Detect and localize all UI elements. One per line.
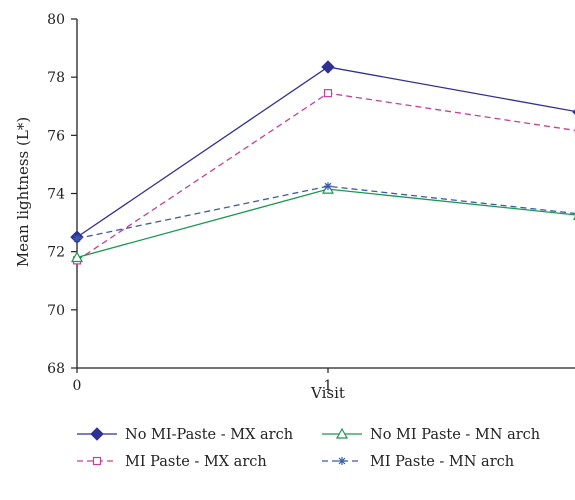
- legend-item: MI Paste - MX arch: [77, 454, 267, 470]
- legend-label: MI Paste - MN arch: [370, 454, 514, 470]
- legend-marker: [90, 427, 104, 441]
- y-tick-label: 76: [47, 128, 65, 144]
- legend-label: No MI Paste - MN arch: [370, 427, 540, 443]
- data-point: [321, 60, 335, 74]
- series-line: [76, 188, 575, 259]
- legend-marker: [338, 457, 346, 465]
- y-axis-label: Mean lightness (L*): [14, 117, 32, 267]
- y-tick-label: 80: [47, 12, 65, 28]
- legend-marker: [335, 427, 349, 439]
- series-3: [70, 182, 575, 263]
- legend-item: MI Paste - MN arch: [322, 454, 514, 470]
- y-tick-label: 68: [47, 361, 65, 377]
- x-tick-label: 1: [324, 378, 333, 394]
- x-tick-label: 0: [73, 378, 82, 394]
- legend-item: No MI Paste - MN arch: [322, 427, 540, 443]
- series-1: [70, 60, 575, 244]
- legend-marker: [92, 456, 102, 466]
- plot-area: [70, 60, 575, 265]
- series-4: [73, 182, 575, 243]
- legend-label: No MI-Paste - MX arch: [125, 427, 293, 443]
- data-point: [323, 89, 333, 98]
- series-line: [76, 185, 575, 240]
- data-point: [70, 251, 84, 263]
- y-tick-label: 70: [47, 303, 65, 319]
- data-point: [324, 182, 332, 191]
- y-tick-label: 72: [47, 245, 65, 261]
- y-tick-label: 78: [47, 70, 65, 86]
- y-tick-label: 74: [47, 187, 65, 203]
- legend: No MI-Paste - MX arch No MI Paste - MN ar…: [77, 427, 540, 470]
- x-axis-label: Visit: [310, 384, 345, 402]
- axes: 68707274767880012: [47, 12, 575, 394]
- legend-label: MI Paste - MX arch: [125, 454, 267, 470]
- legend-item: No MI-Paste - MX arch: [77, 427, 293, 443]
- series-line: [76, 92, 575, 261]
- data-point: [73, 234, 81, 243]
